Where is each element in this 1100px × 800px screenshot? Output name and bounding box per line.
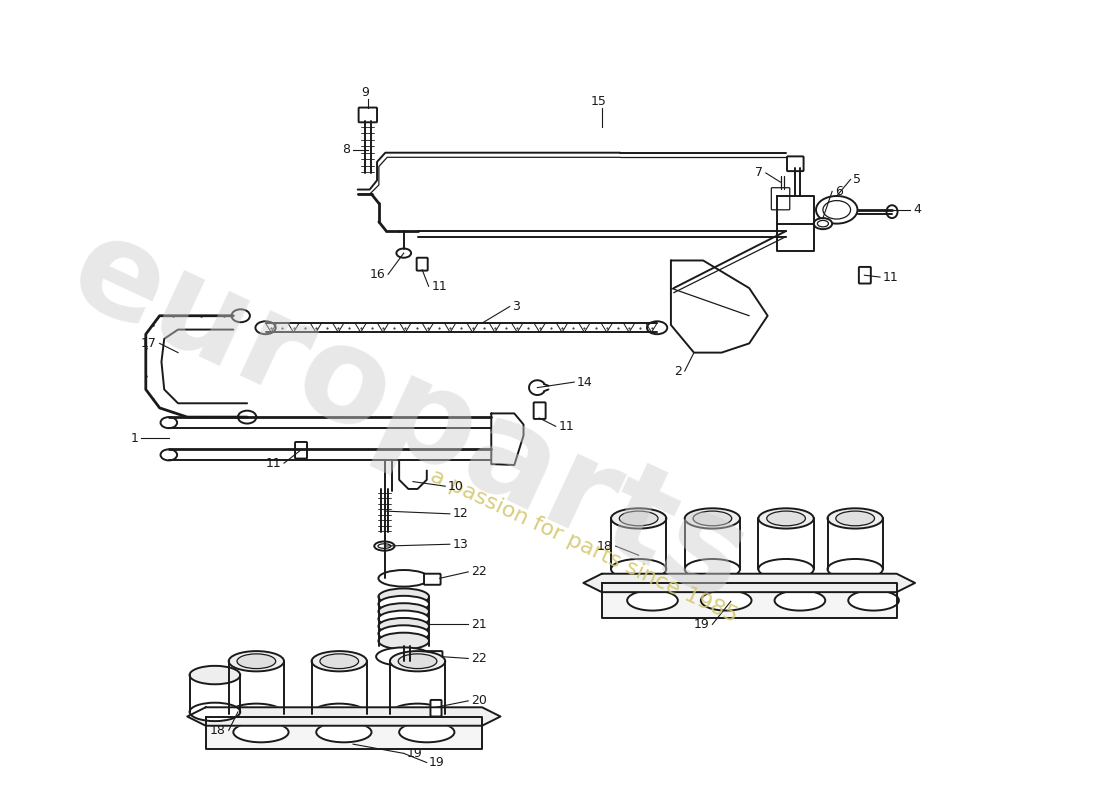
FancyBboxPatch shape bbox=[430, 700, 441, 717]
Text: 16: 16 bbox=[370, 268, 385, 281]
Ellipse shape bbox=[236, 654, 276, 669]
Ellipse shape bbox=[378, 596, 429, 613]
Text: 3: 3 bbox=[513, 300, 520, 313]
Text: 1: 1 bbox=[131, 432, 139, 445]
Ellipse shape bbox=[238, 410, 256, 423]
Text: 4: 4 bbox=[913, 203, 921, 216]
Text: 13: 13 bbox=[452, 538, 469, 550]
Ellipse shape bbox=[701, 590, 751, 610]
Ellipse shape bbox=[758, 559, 814, 579]
Ellipse shape bbox=[378, 618, 429, 634]
Ellipse shape bbox=[814, 218, 832, 229]
Text: 9: 9 bbox=[361, 86, 368, 99]
Ellipse shape bbox=[378, 589, 429, 605]
Polygon shape bbox=[602, 583, 896, 618]
Ellipse shape bbox=[389, 704, 446, 724]
Polygon shape bbox=[583, 574, 915, 592]
Ellipse shape bbox=[398, 654, 437, 669]
Ellipse shape bbox=[161, 450, 177, 460]
Ellipse shape bbox=[255, 322, 276, 334]
Ellipse shape bbox=[823, 201, 850, 219]
Ellipse shape bbox=[233, 722, 288, 742]
Ellipse shape bbox=[827, 559, 883, 579]
Ellipse shape bbox=[161, 417, 177, 428]
Ellipse shape bbox=[887, 206, 898, 218]
Ellipse shape bbox=[774, 590, 825, 610]
Ellipse shape bbox=[767, 511, 805, 526]
FancyBboxPatch shape bbox=[417, 258, 428, 270]
Ellipse shape bbox=[848, 590, 899, 610]
Text: 5: 5 bbox=[854, 173, 861, 186]
Ellipse shape bbox=[817, 221, 828, 227]
Text: 19: 19 bbox=[429, 756, 444, 769]
FancyBboxPatch shape bbox=[771, 188, 790, 210]
Text: 11: 11 bbox=[883, 270, 899, 283]
Ellipse shape bbox=[378, 626, 429, 642]
Text: 18: 18 bbox=[210, 724, 225, 737]
Ellipse shape bbox=[376, 647, 431, 666]
Ellipse shape bbox=[827, 508, 883, 529]
Text: europarts: europarts bbox=[51, 206, 766, 629]
Text: 7: 7 bbox=[755, 166, 763, 179]
Text: 17: 17 bbox=[141, 337, 157, 350]
Ellipse shape bbox=[189, 702, 240, 721]
Ellipse shape bbox=[389, 651, 446, 671]
Ellipse shape bbox=[399, 722, 454, 742]
Ellipse shape bbox=[647, 322, 668, 334]
FancyBboxPatch shape bbox=[534, 402, 546, 419]
Ellipse shape bbox=[836, 511, 874, 526]
Ellipse shape bbox=[378, 633, 429, 650]
Text: 22: 22 bbox=[471, 566, 487, 578]
Ellipse shape bbox=[311, 651, 367, 671]
Ellipse shape bbox=[311, 704, 367, 724]
Ellipse shape bbox=[396, 249, 411, 258]
Text: 19: 19 bbox=[407, 747, 422, 760]
Text: 6: 6 bbox=[835, 185, 843, 198]
FancyBboxPatch shape bbox=[786, 156, 804, 171]
Ellipse shape bbox=[378, 544, 390, 548]
Text: 10: 10 bbox=[448, 480, 464, 493]
Text: 2: 2 bbox=[674, 365, 682, 378]
Polygon shape bbox=[206, 717, 482, 749]
Text: 11: 11 bbox=[431, 280, 447, 293]
Ellipse shape bbox=[610, 508, 667, 529]
FancyBboxPatch shape bbox=[359, 107, 377, 122]
Ellipse shape bbox=[231, 310, 250, 322]
Text: 22: 22 bbox=[471, 652, 487, 665]
Text: 11: 11 bbox=[265, 457, 282, 470]
FancyBboxPatch shape bbox=[295, 442, 307, 458]
Ellipse shape bbox=[378, 570, 429, 586]
Text: 20: 20 bbox=[471, 694, 487, 707]
FancyBboxPatch shape bbox=[424, 574, 441, 585]
Ellipse shape bbox=[189, 666, 240, 684]
Ellipse shape bbox=[378, 603, 429, 620]
Ellipse shape bbox=[684, 559, 740, 579]
Text: 8: 8 bbox=[342, 143, 350, 157]
Polygon shape bbox=[187, 707, 501, 726]
Ellipse shape bbox=[610, 559, 667, 579]
Ellipse shape bbox=[320, 654, 359, 669]
Text: 14: 14 bbox=[576, 375, 593, 389]
Ellipse shape bbox=[816, 196, 858, 224]
Ellipse shape bbox=[627, 590, 678, 610]
Ellipse shape bbox=[378, 610, 429, 627]
Ellipse shape bbox=[684, 508, 740, 529]
Text: a passion for parts since 1985: a passion for parts since 1985 bbox=[427, 466, 740, 626]
Text: 11: 11 bbox=[559, 420, 574, 433]
Ellipse shape bbox=[619, 511, 658, 526]
Text: 21: 21 bbox=[471, 618, 487, 631]
FancyBboxPatch shape bbox=[859, 267, 871, 283]
Ellipse shape bbox=[229, 651, 284, 671]
Ellipse shape bbox=[316, 722, 372, 742]
Text: 19: 19 bbox=[694, 618, 710, 631]
Text: 15: 15 bbox=[591, 95, 607, 109]
Ellipse shape bbox=[374, 542, 395, 550]
Ellipse shape bbox=[229, 704, 284, 724]
Text: 12: 12 bbox=[452, 507, 469, 520]
Text: 18: 18 bbox=[597, 539, 613, 553]
Ellipse shape bbox=[693, 511, 732, 526]
Ellipse shape bbox=[758, 508, 814, 529]
FancyBboxPatch shape bbox=[426, 651, 442, 662]
